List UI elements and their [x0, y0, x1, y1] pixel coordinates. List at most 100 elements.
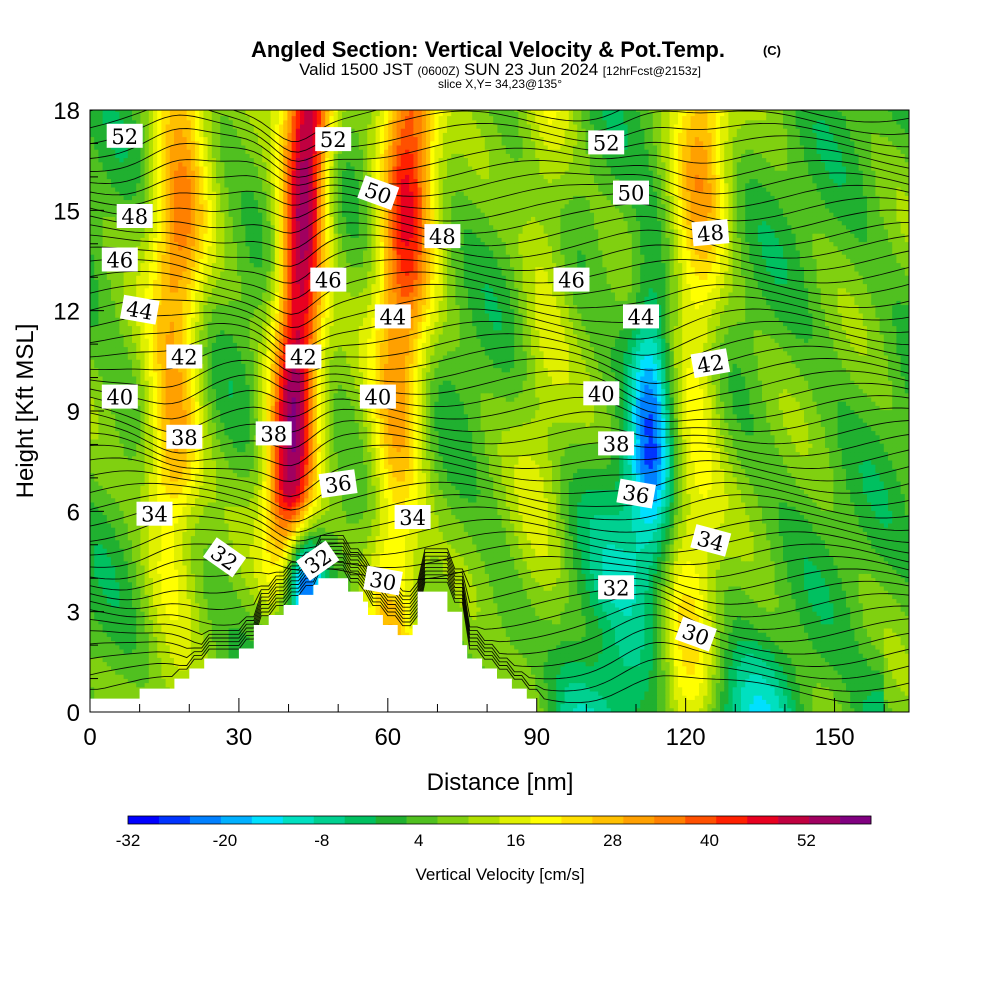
- contour-label: 46: [554, 268, 590, 293]
- contour-label: 52: [588, 130, 624, 155]
- contour-label-text: 40: [588, 382, 615, 406]
- chart-title-mark: (C): [763, 43, 781, 58]
- contour-label: 34: [395, 505, 431, 530]
- colorbar-tick-label: 28: [603, 831, 622, 850]
- x-tick-label: 150: [815, 724, 855, 751]
- x-tick-label: 120: [666, 724, 706, 751]
- contour-label: 32: [598, 575, 634, 600]
- contour-label: 46: [102, 248, 138, 273]
- x-tick-label: 30: [226, 724, 253, 751]
- colorbar-swatch: [623, 816, 654, 824]
- contour-label-text: 42: [171, 346, 198, 370]
- contour-label-text: 32: [603, 576, 630, 600]
- colorbar-tick-label: -32: [116, 831, 141, 850]
- contour-label-text: 52: [111, 125, 138, 149]
- colorbar-swatch: [654, 816, 685, 824]
- colorbar-swatch: [407, 816, 438, 824]
- contour-label-text: 52: [320, 128, 347, 152]
- contour-label-text: 48: [121, 205, 148, 229]
- contour-label-text: 36: [323, 471, 353, 498]
- colorbar-swatch: [809, 816, 840, 824]
- contour-label-text: 44: [628, 305, 655, 329]
- contour-label: 38: [166, 425, 202, 450]
- x-tick-label: 90: [523, 724, 550, 751]
- slice-info: slice X,Y= 34,23@135°: [438, 77, 562, 91]
- contour-label: 34: [137, 502, 173, 527]
- contour-label-text: 50: [618, 182, 645, 206]
- colorbar-tick-label: -8: [314, 831, 329, 850]
- contour-label: 40: [583, 381, 619, 406]
- contour-label: 38: [256, 421, 292, 446]
- valid-prefix: Valid 1500 JST: [299, 60, 413, 79]
- colorbar-swatch: [252, 816, 283, 824]
- contour-label: 36: [319, 469, 358, 499]
- contour-label: 52: [107, 124, 143, 149]
- y-tick-label: 3: [67, 600, 80, 627]
- colorbar-swatch: [159, 816, 190, 824]
- contour-label: 48: [691, 219, 729, 247]
- chart-title: Angled Section: Vertical Velocity & Pot.…: [251, 37, 725, 62]
- colorbar-tick-label: 4: [414, 831, 423, 850]
- colorbar-swatch: [561, 816, 592, 824]
- contour-label-text: 46: [315, 269, 342, 293]
- y-tick-label: 9: [67, 399, 80, 426]
- contour-label-text: 42: [695, 350, 725, 378]
- colorbar-label: Vertical Velocity [cm/s]: [415, 865, 584, 884]
- colorbar-tick-label: 40: [700, 831, 719, 850]
- colorbar-swatch: [438, 816, 469, 824]
- contour-label-text: 46: [106, 249, 133, 273]
- contour-label-text: 38: [603, 432, 630, 456]
- contour-label-text: 44: [379, 305, 406, 329]
- forecast-info: [12hrFcst@2153z]: [603, 64, 701, 78]
- contour-label: 40: [360, 385, 396, 410]
- y-tick-label: 15: [53, 198, 80, 225]
- contour-label-text: 40: [365, 386, 392, 410]
- x-tick-label: 0: [83, 724, 96, 751]
- y-tick-label: 6: [67, 499, 80, 526]
- colorbar-swatch: [592, 816, 623, 824]
- colorbar-swatch: [469, 816, 500, 824]
- valid-utc: (0600Z): [418, 64, 460, 78]
- y-axis-label: Height [Kft MSL]: [12, 324, 39, 499]
- contour-label: 46: [310, 268, 346, 293]
- contour-label-text: 34: [399, 506, 426, 530]
- colorbar-swatch: [283, 816, 314, 824]
- y-tick-label: 18: [53, 98, 80, 125]
- y-tick-label: 12: [53, 299, 80, 326]
- contour-label-text: 30: [368, 567, 398, 595]
- colorbar-swatch: [778, 816, 809, 824]
- y-tick-label: 0: [67, 700, 80, 727]
- contour-label: 44: [623, 304, 659, 329]
- contour-label: 38: [598, 431, 634, 456]
- contour-label-text: 40: [106, 386, 133, 410]
- contour-label-text: 44: [124, 297, 154, 325]
- colorbar-swatch: [128, 816, 159, 824]
- x-axis-label: Distance [nm]: [427, 769, 574, 796]
- contour-label: 48: [117, 204, 153, 229]
- contour-label-text: 46: [558, 269, 585, 293]
- colorbar-swatch: [747, 816, 778, 824]
- contour-label: 42: [285, 345, 321, 370]
- colorbar-swatch: [221, 816, 252, 824]
- colorbar-swatch: [345, 816, 376, 824]
- contour-label: 48: [424, 224, 460, 249]
- colorbar-tick-label: 52: [797, 831, 816, 850]
- colorbar-swatch: [530, 816, 561, 824]
- colorbar: -32 -20 -8 4 16 28 40 52: [116, 816, 872, 850]
- contour-label-text: 34: [141, 503, 168, 527]
- contour-label: 42: [166, 345, 202, 370]
- colorbar-tick-label: -20: [213, 831, 238, 850]
- contour-label-text: 36: [621, 480, 651, 508]
- colorbar-swatch: [716, 816, 747, 824]
- contour-label-text: 52: [593, 131, 620, 155]
- colorbar-swatch: [840, 816, 871, 824]
- colorbar-tick-label: 16: [506, 831, 525, 850]
- contour-label: 44: [375, 304, 411, 329]
- contour-label: 52: [315, 127, 351, 152]
- colorbar-swatch: [685, 816, 716, 824]
- contour-label-text: 42: [290, 346, 317, 370]
- colorbar-swatch: [190, 816, 221, 824]
- contour-label-text: 48: [696, 221, 725, 247]
- x-tick-label: 60: [374, 724, 401, 751]
